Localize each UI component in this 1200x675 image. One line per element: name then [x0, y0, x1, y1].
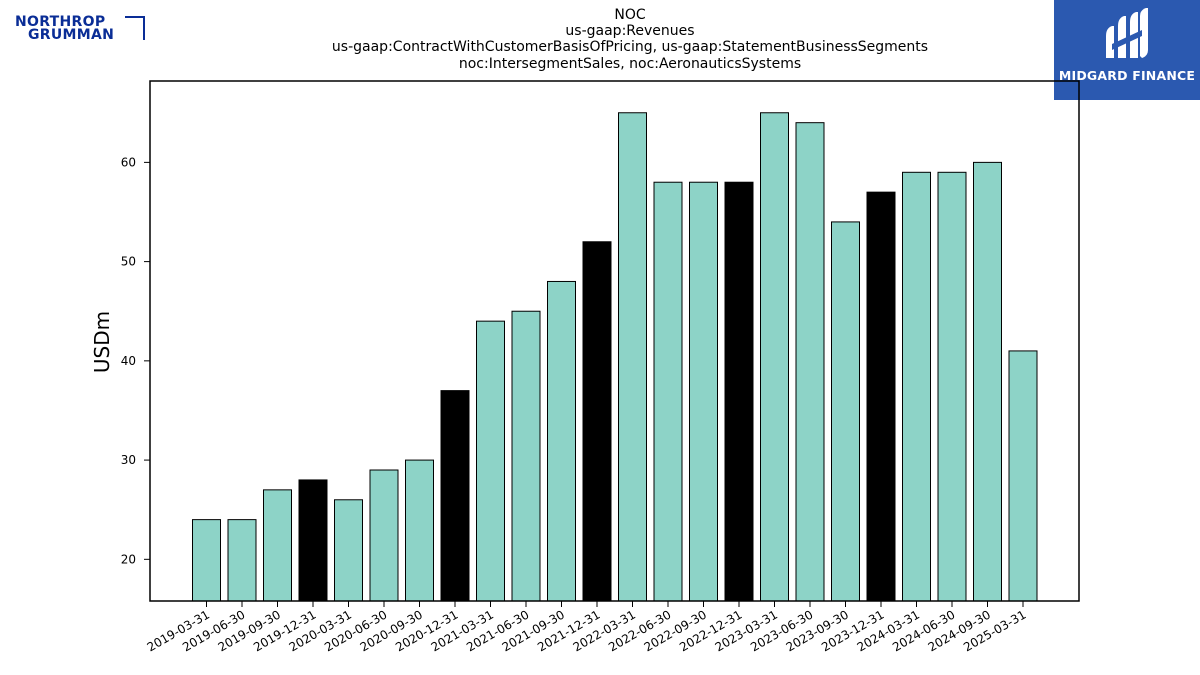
bar-2023-03-31	[760, 112, 789, 602]
bar-2021-03-31	[476, 320, 505, 602]
bar-2020-12-31	[440, 390, 470, 602]
logo-bracket-top	[125, 16, 145, 18]
bar-2022-09-30	[689, 181, 718, 602]
bar-2020-06-30	[369, 469, 399, 602]
logo-bracket-side	[143, 16, 145, 40]
y-tick-label: 30	[121, 453, 136, 467]
bar-2021-12-31	[582, 241, 612, 602]
bar-2024-03-31	[902, 171, 931, 602]
bar-2024-06-30	[937, 171, 967, 602]
title-line-4: noc:IntersegmentSales, noc:AeronauticsSy…	[458, 55, 802, 72]
y-tick-label: 50	[121, 255, 136, 269]
bar-2021-09-30	[547, 280, 576, 602]
logo-line-2: GRUMMAN	[28, 27, 115, 43]
y-tick-label: 60	[121, 155, 136, 169]
midgard-finance-logo: MIDGARD FINANCE	[1054, 0, 1200, 100]
bar-2025-03-31	[1008, 350, 1038, 602]
bar-2019-09-30	[263, 489, 292, 602]
y-tick-label: 20	[121, 552, 136, 566]
bar-2022-12-31	[724, 181, 754, 602]
bar-2020-03-31	[334, 499, 363, 602]
logo-line-1: NORTHROP	[15, 14, 106, 30]
bar-2024-09-30	[973, 161, 1002, 602]
title-line-2: us-gaap:Revenues	[565, 23, 695, 40]
bar-2023-09-30	[831, 221, 860, 602]
y-tick-label: 40	[121, 354, 136, 368]
y-axis-label: USDm	[90, 311, 114, 373]
bar-2023-12-31	[866, 191, 896, 602]
bar-2023-06-30	[795, 122, 825, 602]
bar-2021-06-30	[511, 310, 541, 602]
midgard-mark-icon	[1106, 8, 1148, 58]
plot-frame	[149, 80, 1080, 602]
title-line-3: us-gaap:ContractWithCustomerBasisOfPrici…	[331, 39, 929, 56]
chart-title: NOC us-gaap:Revenues us-gaap:ContractWit…	[250, 7, 1010, 72]
bar-2019-03-31	[192, 519, 221, 602]
bar-2020-09-30	[405, 459, 434, 602]
bar-2022-06-30	[653, 181, 683, 602]
bar-2019-12-31	[298, 479, 328, 602]
northrop-grumman-logo: NORTHROP GRUMMAN	[15, 14, 145, 43]
bar-2022-03-31	[618, 112, 647, 602]
bar-2019-06-30	[227, 519, 257, 602]
midgard-finance-name: MIDGARD FINANCE	[1058, 68, 1196, 83]
title-line-1: NOC	[614, 7, 646, 23]
